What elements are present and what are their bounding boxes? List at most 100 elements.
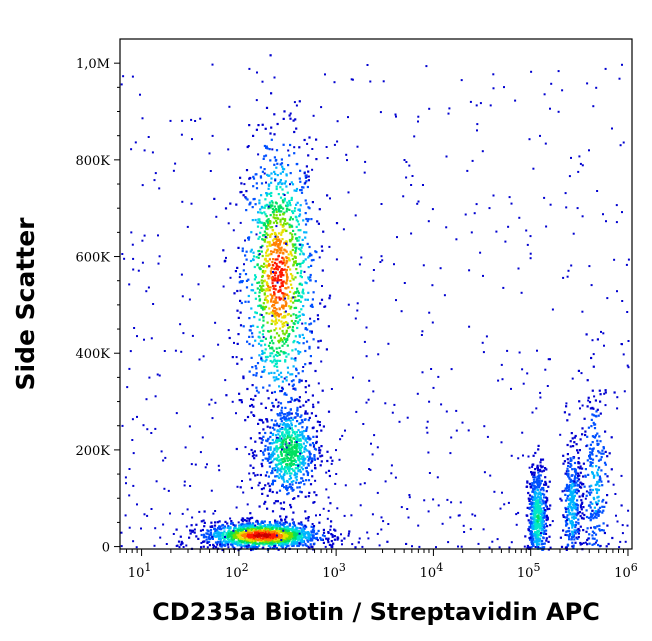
event-dot (545, 537, 548, 540)
event-dot (284, 466, 287, 469)
event-dot (283, 417, 286, 420)
event-dot (190, 463, 193, 466)
event-dot (281, 325, 284, 328)
event-dot (619, 540, 622, 543)
event-dot (600, 456, 603, 459)
event-dot (318, 208, 321, 211)
event-dot (188, 536, 191, 539)
event-dot (281, 170, 284, 173)
event-dot (201, 528, 204, 532)
event-dot (273, 268, 276, 271)
event-dot (285, 419, 288, 422)
event-dot (233, 526, 236, 529)
event-dot (376, 491, 379, 494)
event-dot (206, 546, 209, 549)
event-dot (578, 529, 581, 532)
event-dot (276, 475, 279, 478)
event-dot (297, 429, 300, 432)
event-dot (492, 194, 495, 197)
event-dot (543, 530, 546, 533)
event-dot (304, 327, 307, 330)
event-dot (292, 245, 295, 248)
event-dot (284, 423, 287, 426)
event-dot (278, 531, 281, 534)
event-dot (245, 250, 248, 253)
event-dot (299, 265, 302, 268)
event-dot (536, 504, 539, 507)
event-dot (231, 542, 234, 545)
event-dot (232, 529, 235, 532)
event-dot (245, 538, 248, 541)
event-dot (224, 536, 226, 538)
event-dot (299, 300, 302, 303)
event-dot (274, 258, 277, 261)
event-dot (538, 538, 542, 541)
event-dot (530, 471, 533, 474)
event-dot (537, 448, 540, 451)
event-dot (594, 512, 597, 515)
event-dot (416, 392, 419, 395)
event-dot (561, 490, 564, 493)
event-dot (588, 485, 591, 488)
event-dot (287, 447, 290, 450)
event-dot (565, 530, 568, 533)
event-dot (538, 518, 541, 521)
event-dot (307, 175, 310, 178)
event-dot (324, 305, 327, 308)
event-dot (595, 465, 598, 468)
event-dot (306, 441, 309, 444)
event-dot (287, 417, 291, 420)
event-dot (532, 506, 535, 509)
event-dot (294, 276, 297, 279)
event-dot (283, 337, 286, 340)
event-dot (449, 516, 452, 519)
event-dot (279, 206, 282, 209)
event-dot (306, 328, 309, 331)
event-dot (574, 526, 577, 529)
event-dot (273, 358, 276, 361)
event-dot (573, 461, 577, 465)
event-dot (592, 414, 595, 417)
event-dot (301, 430, 304, 433)
event-dot (366, 531, 369, 534)
event-dot (265, 298, 268, 302)
event-dot (209, 528, 213, 532)
event-dot (284, 223, 287, 226)
event-dot (489, 104, 492, 107)
event-dot (299, 536, 302, 539)
event-dot (307, 517, 310, 520)
event-dot (468, 325, 471, 328)
event-dot (528, 502, 531, 505)
event-dot (169, 119, 172, 122)
event-dot (428, 311, 431, 314)
event-dot (307, 519, 310, 522)
event-dot (298, 262, 301, 265)
event-dot (268, 240, 271, 244)
event-dot (280, 210, 283, 213)
event-dot (313, 458, 316, 461)
event-dot (572, 534, 576, 537)
event-dot (595, 454, 598, 458)
event-dot (275, 378, 278, 381)
event-dot (284, 518, 287, 521)
event-dot (300, 538, 303, 541)
event-dot (255, 520, 258, 523)
event-dot (213, 197, 216, 200)
event-dot (295, 314, 298, 317)
event-dot (335, 222, 339, 225)
event-dot (279, 220, 282, 223)
event-dot (533, 507, 536, 510)
event-dot (539, 498, 542, 501)
event-dot (577, 475, 580, 478)
event-dot (295, 219, 298, 222)
event-dot (260, 441, 263, 444)
event-dot (234, 270, 237, 273)
event-dot (289, 300, 292, 303)
event-dot (158, 255, 161, 258)
event-dot (275, 187, 278, 191)
event-dot (573, 482, 576, 485)
event-dot (303, 527, 306, 530)
event-dot (265, 194, 269, 197)
event-dot (598, 466, 601, 469)
event-dot (306, 449, 309, 452)
